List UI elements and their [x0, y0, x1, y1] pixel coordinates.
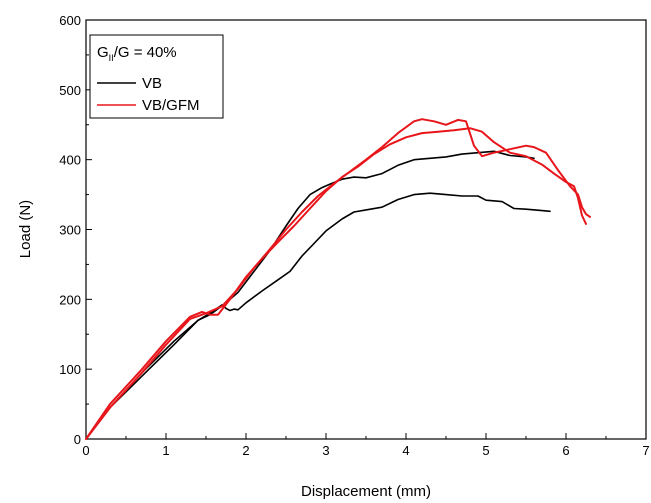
y-axis-title: Load (N): [17, 200, 34, 258]
x-tick-label: 6: [562, 443, 569, 458]
y-tick-label: 0: [74, 432, 81, 447]
x-tick-label: 3: [322, 443, 329, 458]
axis-ticks: 0 1 2 3 4 5 6 7 0 100 200 300 400 500 600: [59, 13, 649, 458]
y-tick-label: 100: [59, 362, 81, 377]
legend-title: GII/G = 40%: [97, 44, 177, 63]
x-tick-label: 0: [82, 443, 89, 458]
series-line-vb-gfm-3: [85, 118, 591, 440]
y-tick-label: 300: [59, 223, 81, 238]
y-tick-label: 200: [59, 292, 81, 307]
series-line-vb-gfm-4: [85, 127, 587, 440]
y-tick-label: 400: [59, 153, 81, 168]
series-line-vb-2: [85, 150, 535, 440]
series-line-vb-1: [85, 192, 551, 440]
x-tick-label: 5: [482, 443, 489, 458]
legend-box: [89, 34, 224, 119]
y-tick-label: 500: [59, 83, 81, 98]
legend-label-vb: VB: [142, 75, 162, 92]
x-tick-label: 2: [242, 443, 249, 458]
y-tick-label: 600: [59, 13, 81, 28]
legend: GII/G = 40% VB VB/GFM: [89, 34, 224, 119]
x-tick-label: 1: [162, 443, 169, 458]
x-axis-title: Displacement (mm): [301, 483, 431, 500]
x-tick-label: 4: [402, 443, 409, 458]
series-layer: [85, 118, 591, 440]
legend-label-vb-gfm: VB/GFM: [142, 97, 200, 114]
x-tick-label: 7: [642, 443, 649, 458]
